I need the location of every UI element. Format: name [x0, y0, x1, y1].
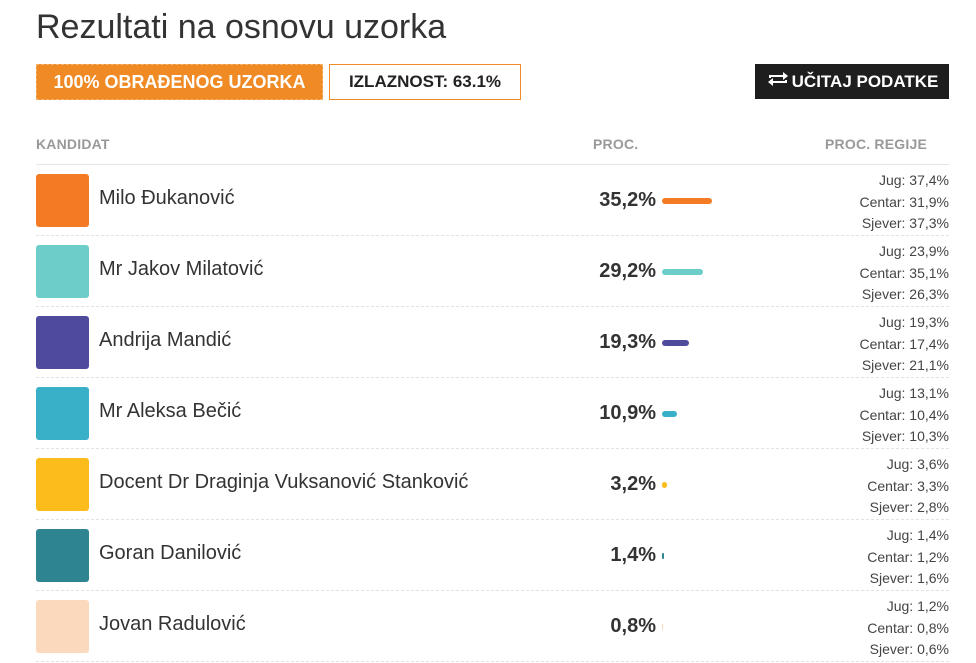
percent-bar	[662, 553, 664, 559]
region-percentages: Jug: 13,1% Centar: 10,4% Sjever: 10,3%	[860, 383, 950, 448]
region-percentages: Jug: 1,2% Centar: 0,8% Sjever: 0,6%	[867, 596, 949, 661]
page-title: Rezultati na osnovu uzorka	[36, 8, 447, 46]
percent-bar	[662, 624, 664, 630]
candidate-row: Mr Jakov Milatović 29,2% Jug: 23,9% Cent…	[36, 236, 949, 307]
header-divider	[36, 164, 949, 165]
percent-bar-track	[662, 624, 802, 630]
region-north: Sjever: 1,6%	[869, 570, 949, 586]
region-center: Centar: 1,2%	[867, 548, 949, 565]
reload-data-button[interactable]: UČITAJ PODATKE	[755, 64, 949, 99]
region-center: Centar: 3,3%	[867, 477, 949, 494]
candidate-color-swatch	[36, 458, 89, 511]
percent-bar	[662, 198, 712, 204]
candidate-name: Mr Aleksa Bečić	[99, 400, 242, 422]
percent-bar	[662, 269, 704, 275]
candidate-name: Mr Jakov Milatović	[99, 258, 264, 280]
percent-bar-track	[662, 411, 802, 417]
candidate-color-swatch	[36, 174, 89, 227]
candidate-percent: 1,4%	[610, 544, 656, 566]
region-south: Jug: 3,6%	[886, 456, 949, 472]
candidate-color-swatch	[36, 316, 89, 369]
region-center: Centar: 31,9%	[859, 193, 950, 210]
region-south: Jug: 23,9%	[878, 243, 949, 259]
percent-bar-track	[662, 198, 802, 204]
region-percentages: Jug: 23,9% Centar: 35,1% Sjever: 26,3%	[860, 241, 950, 306]
region-north: Sjever: 0,6%	[869, 641, 949, 657]
candidate-row: Mr Aleksa Bečić 10,9% Jug: 13,1% Centar:…	[36, 378, 949, 449]
region-center: Centar: 17,4%	[859, 335, 950, 352]
candidate-name: Milo Đukanović	[99, 187, 235, 209]
candidate-percent: 3,2%	[610, 473, 656, 495]
candidate-name: Andrija Mandić	[99, 329, 232, 351]
region-north: Sjever: 2,8%	[869, 499, 949, 515]
column-header-candidate: KANDIDAT	[36, 136, 110, 152]
candidate-row: Milo Đukanović 35,2% Jug: 37,4% Centar: …	[36, 165, 949, 236]
percent-bar-track	[662, 269, 802, 275]
column-header-percent: PROC.	[593, 136, 639, 152]
region-percentages: Jug: 1,4% Centar: 1,2% Sjever: 1,6%	[867, 525, 949, 590]
percent-bar-track	[662, 340, 802, 346]
candidate-percent: 10,9%	[599, 402, 656, 424]
candidate-name: Jovan Radulović	[99, 613, 246, 635]
candidate-row: Goran Danilović 1,4% Jug: 1,4% Centar: 1…	[36, 520, 949, 591]
region-percentages: Jug: 3,6% Centar: 3,3% Sjever: 2,8%	[867, 454, 949, 519]
refresh-icon	[766, 70, 790, 93]
column-header-region-percent: PROC. REGIJE	[825, 136, 927, 152]
processed-sample-badge: 100% OBRAĐENOG UZORKA	[36, 64, 323, 100]
region-south: Jug: 1,4%	[886, 527, 949, 543]
region-south: Jug: 13,1%	[878, 385, 949, 401]
percent-bar	[662, 482, 667, 488]
region-north: Sjever: 26,3%	[861, 286, 949, 302]
candidate-color-swatch	[36, 245, 89, 298]
region-north: Sjever: 21,1%	[861, 357, 949, 373]
candidate-name: Goran Danilović	[99, 542, 242, 564]
region-center: Centar: 35,1%	[859, 264, 950, 281]
turnout-badge: IZLAZNOST: 63.1%	[329, 64, 521, 100]
region-center: Centar: 10,4%	[859, 406, 950, 423]
candidate-color-swatch	[36, 529, 89, 582]
candidate-row: Andrija Mandić 19,3% Jug: 19,3% Centar: …	[36, 307, 949, 378]
percent-bar-track	[662, 482, 802, 488]
region-percentages: Jug: 19,3% Centar: 17,4% Sjever: 21,1%	[860, 312, 950, 377]
region-center: Centar: 0,8%	[867, 619, 949, 636]
candidate-percent: 0,8%	[610, 615, 656, 637]
region-north: Sjever: 10,3%	[861, 428, 949, 444]
percent-bar	[662, 340, 690, 346]
candidate-row: Docent Dr Draginja Vuksanović Stanković …	[36, 449, 949, 520]
candidate-name: Docent Dr Draginja Vuksanović Stanković	[99, 471, 469, 493]
candidate-percent: 19,3%	[599, 331, 656, 353]
candidate-row: Jovan Radulović 0,8% Jug: 1,2% Centar: 0…	[36, 591, 949, 662]
region-north: Sjever: 37,3%	[861, 215, 949, 231]
region-south: Jug: 19,3%	[878, 314, 949, 330]
reload-button-label: UČITAJ PODATKE	[791, 71, 939, 91]
candidate-percent: 35,2%	[599, 189, 656, 211]
candidate-percent: 29,2%	[599, 260, 656, 282]
region-percentages: Jug: 37,4% Centar: 31,9% Sjever: 37,3%	[860, 170, 950, 235]
percent-bar-track	[662, 553, 802, 559]
candidate-color-swatch	[36, 600, 89, 653]
percent-bar	[662, 411, 678, 417]
candidate-list: Milo Đukanović 35,2% Jug: 37,4% Centar: …	[36, 165, 949, 662]
region-south: Jug: 37,4%	[878, 172, 949, 188]
candidate-color-swatch	[36, 387, 89, 440]
region-south: Jug: 1,2%	[886, 598, 949, 614]
